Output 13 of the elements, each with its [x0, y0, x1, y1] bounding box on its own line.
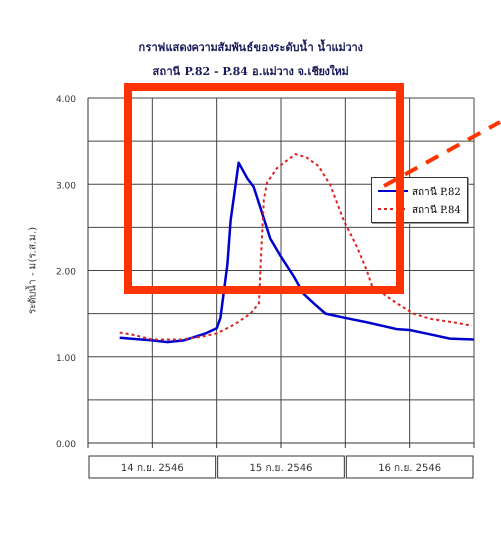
y-tick-label: 4.00 — [56, 95, 76, 105]
legend-label: สถานี P.82 — [412, 186, 461, 198]
legend-label: สถานี P.84 — [412, 204, 461, 216]
chart-subtitle: สถานี P.82 - P.84 อ.แม่วาง จ.เชียงใหม่ — [152, 64, 350, 80]
y-tick-label: 0.00 — [56, 440, 76, 450]
x-tick-label: 16 ก.ย. 2546 — [378, 463, 442, 474]
y-tick-label: 1.00 — [56, 354, 76, 364]
x-tick-label: 14 ก.ย. 2546 — [120, 463, 184, 474]
y-tick-label: 3.00 — [56, 181, 76, 192]
x-tick-label: 15 ก.ย. 2546 — [250, 463, 312, 474]
y-tick-label: 2.00 — [56, 268, 76, 278]
y-axis-title: ระดับน้ำ - ม(ร.ส.ม.) — [24, 226, 39, 314]
chart-title: กราฟแสดงความสัมพันธ์ของระดับน้ำ น้ำแม่วาง — [138, 38, 364, 56]
